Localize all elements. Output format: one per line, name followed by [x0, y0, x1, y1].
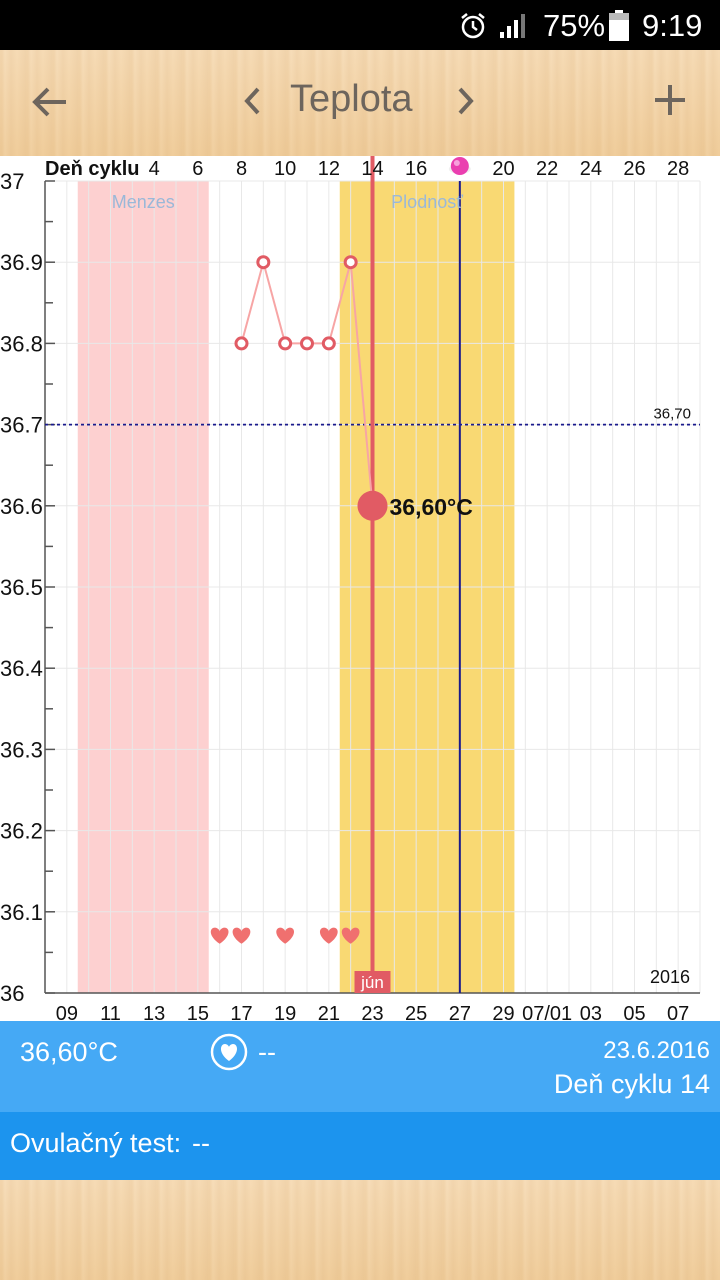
alarm-clock-icon [461, 13, 485, 39]
ovulation-test-bar[interactable]: Ovulačný test: -- [0, 1112, 720, 1180]
date-value: 23.6.2016 [603, 1037, 710, 1064]
y-tick-label: 36.5 [0, 575, 43, 600]
page-title: Teplota [290, 78, 413, 120]
battery-percent: 75% [543, 8, 606, 43]
cycle-day-tick: 22 [536, 158, 558, 180]
chevron-left-icon[interactable] [240, 84, 264, 118]
date-tick: 07/01 [522, 1003, 572, 1021]
grid-layer [45, 180, 701, 994]
date-tick: 09 [56, 1003, 78, 1021]
region-label-1: Plodnosť [391, 192, 463, 212]
date-tick: 15 [187, 1003, 209, 1021]
date-tick: 21 [318, 1003, 340, 1021]
y-tick-label: 36.9 [0, 250, 43, 275]
date-tick: 17 [230, 1003, 252, 1021]
date-tick: 19 [274, 1003, 296, 1021]
marker-lines-layer [45, 156, 700, 993]
cell-signal-icon [500, 14, 525, 38]
cycle-day-tick: 14 [361, 158, 383, 180]
month-label: jún [360, 973, 384, 992]
date-tick: 13 [143, 1003, 165, 1021]
current-point [357, 490, 388, 521]
y-tick-label: 37 [0, 169, 24, 194]
heart-icon [232, 927, 251, 944]
y-tick-label: 36.8 [0, 331, 43, 356]
plus-icon[interactable] [652, 82, 688, 118]
data-point [278, 336, 293, 351]
date-tick: 03 [580, 1003, 602, 1021]
chevron-right-icon[interactable] [454, 84, 478, 118]
heart-circle-icon[interactable] [210, 1033, 248, 1071]
day-info-bar[interactable]: 36,60°C -- 23.6.2016 Deň cyklu 14 [0, 1021, 720, 1112]
ovulation-test-value: -- [192, 1128, 210, 1158]
threshold-label: 36,70 [653, 406, 691, 423]
data-point [300, 336, 314, 351]
y-tick-label: 36.2 [0, 819, 43, 844]
status-bar: 75% 9:19 [0, 0, 720, 50]
footer-background [0, 1180, 720, 1280]
data-point [343, 255, 358, 270]
date-tick: 11 [100, 1003, 121, 1021]
cycle-day-tick: 20 [492, 158, 514, 180]
temperature-chart[interactable]: Menzes Plodnosť 36 36.1 36.2 36.3 36.4 36.5 36.6… [0, 156, 720, 1021]
heart-icon [276, 927, 295, 944]
y-tick-label: 36.7 [0, 413, 43, 438]
data-point [234, 336, 249, 351]
heart-icon [319, 927, 338, 944]
date-tick: 29 [492, 1003, 514, 1021]
cycle-day-tick: 28 [667, 158, 689, 180]
cycle-day-tick: 6 [192, 158, 203, 180]
y-tick-label: 36.4 [0, 656, 43, 681]
cycle-day-tick: 24 [580, 158, 602, 180]
heart-icon [341, 927, 360, 944]
date-tick: 27 [449, 1003, 471, 1021]
heart-icon [210, 927, 229, 944]
ovulation-test-label: Ovulačný test: [10, 1128, 182, 1158]
y-tick-label: 36.1 [0, 900, 43, 925]
arrow-left-icon[interactable] [30, 82, 70, 122]
series-layer [210, 255, 388, 944]
date-tick: 05 [623, 1003, 645, 1021]
data-point [321, 336, 336, 351]
cycle-axis-label: Deň cyklu [45, 158, 139, 180]
month-label-bg [354, 971, 391, 993]
cycle-day-tick: 8 [236, 158, 247, 180]
y-tick-label: 36.6 [0, 494, 43, 519]
intercourse-value: -- [258, 1037, 276, 1067]
pink-dot-icon [450, 157, 469, 175]
region-label-0: Menzes [112, 192, 175, 212]
data-point [256, 255, 271, 270]
date-tick: 23 [361, 1003, 383, 1021]
cycle-day-tick: 16 [405, 158, 427, 180]
date-tick: 07 [667, 1003, 689, 1021]
current-point-label: 36,60°C [390, 494, 473, 520]
y-tick-label: 36.3 [0, 737, 43, 762]
clock: 9:19 [642, 8, 703, 43]
date-tick: 25 [405, 1003, 427, 1021]
app-bar [0, 50, 720, 156]
chart-svg[interactable]: Menzes Plodnosť 36 36.1 36.2 36.3 36.4 36.5 36.6… [0, 156, 720, 1021]
cycle-day-tick: 10 [274, 158, 296, 180]
cycle-day-value: Deň cyklu 14 [553, 1069, 710, 1099]
year-label: 2016 [650, 967, 690, 987]
cycle-day-tick: 12 [318, 158, 340, 180]
cycle-day-tick: 26 [623, 158, 645, 180]
labels-layer: Menzes Plodnosť 36 36.1 36.2 36.3 36.4 36.5 36.6… [0, 157, 691, 1021]
temperature-value: 36,60°C [20, 1037, 118, 1067]
cycle-day-tick: 4 [149, 158, 160, 180]
pink-dot-highlight [453, 160, 460, 166]
y-tick-label: 36 [0, 981, 24, 1006]
battery-icon [609, 10, 629, 41]
